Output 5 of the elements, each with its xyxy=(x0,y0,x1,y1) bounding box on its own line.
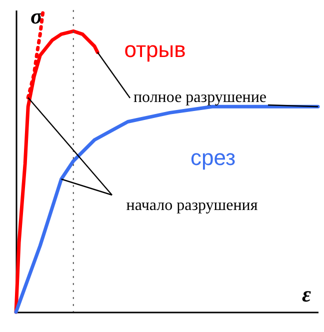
series-label: срез xyxy=(190,145,236,170)
x-axis-title: ε xyxy=(302,282,312,306)
annotation: полное разрушение xyxy=(133,89,267,106)
annotation: начало разрушения xyxy=(126,197,258,214)
series-label: отрыв xyxy=(124,37,186,62)
